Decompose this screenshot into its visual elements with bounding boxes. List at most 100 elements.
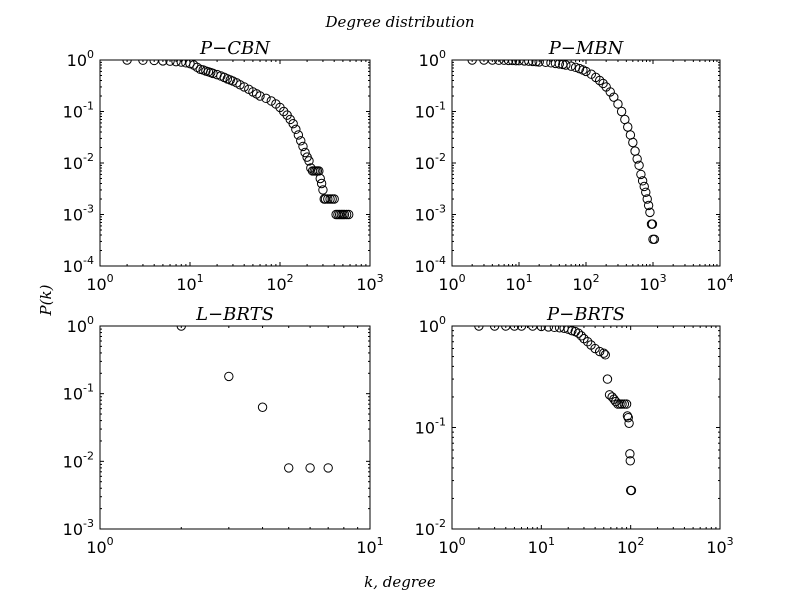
data-point: [561, 60, 571, 70]
data-point: [344, 209, 354, 220]
data-point: [637, 176, 648, 186]
y-tick-label: 100: [67, 314, 94, 336]
data-point: [165, 60, 175, 66]
y-tick-label: 100: [67, 48, 94, 70]
x-tick-label: 100: [86, 272, 113, 294]
data-point: [573, 328, 584, 338]
data-point: [296, 136, 306, 146]
suptitle: Degree distribution: [324, 13, 474, 31]
data-point: [540, 60, 551, 68]
y-tick-label: 10-2: [415, 151, 446, 173]
x-tick-label: 100: [438, 272, 465, 294]
y-tick-label: 10-1: [63, 382, 94, 404]
data-point: [224, 371, 234, 382]
axes-frame: [99, 325, 371, 530]
data-point: [534, 60, 544, 67]
data-point: [300, 147, 310, 158]
data-point: [316, 178, 327, 189]
data-point: [645, 207, 655, 218]
y-tick-label: 10-4: [415, 254, 446, 276]
data-point: [293, 130, 304, 140]
data-point: [622, 411, 633, 421]
series-points: [122, 60, 354, 220]
data-point: [554, 60, 565, 69]
data-point: [625, 456, 635, 466]
data-point: [304, 156, 314, 166]
data-point: [647, 219, 658, 229]
data-point: [649, 234, 660, 244]
data-point: [239, 82, 249, 92]
data-point: [122, 60, 132, 65]
x-axis-label: k, degree: [364, 573, 436, 591]
x-tick-label: 101: [176, 272, 203, 294]
data-point: [176, 326, 186, 331]
axes-frame: [451, 325, 721, 530]
data-point: [305, 463, 315, 473]
data-point: [639, 181, 649, 192]
data-point: [642, 194, 652, 204]
y-tick-label: 10-2: [63, 151, 94, 173]
x-tick-label: 101: [356, 535, 383, 557]
data-point: [257, 402, 268, 412]
series-points: [176, 326, 333, 473]
data-point: [279, 106, 289, 117]
chart-title: P−MBN: [548, 38, 625, 59]
data-point: [643, 200, 654, 211]
data-point: [339, 209, 350, 220]
data-point: [531, 60, 541, 67]
data-point: [323, 194, 333, 204]
data-point: [624, 418, 634, 428]
data-point: [602, 374, 613, 384]
data-point: [325, 194, 335, 204]
data-point: [628, 137, 638, 148]
x-tick-label: 101: [528, 535, 555, 557]
x-tick-label: 103: [706, 535, 733, 557]
data-point: [318, 185, 328, 195]
chart-title: L−BRTS: [195, 304, 274, 325]
data-point: [291, 124, 301, 135]
data-point: [261, 93, 271, 104]
data-point: [514, 60, 524, 66]
y-tick-label: 10-3: [63, 203, 94, 225]
data-point: [550, 60, 561, 69]
data-point: [626, 485, 637, 496]
series-points: [474, 326, 637, 496]
data-point: [306, 163, 316, 173]
y-axis-label: P(k): [37, 284, 55, 316]
data-point: [598, 78, 608, 89]
data-point: [288, 118, 298, 129]
y-tick-label: 10-3: [63, 517, 94, 539]
x-tick-label: 100: [438, 535, 465, 557]
data-point: [314, 166, 324, 176]
data-point: [621, 399, 632, 409]
data-point: [509, 326, 520, 331]
data-point: [487, 60, 498, 65]
y-tick-label: 10-1: [415, 100, 446, 122]
y-tick-label: 100: [419, 48, 446, 70]
data-point: [467, 60, 477, 65]
data-point: [329, 194, 339, 204]
data-point: [549, 326, 560, 333]
data-point: [524, 60, 534, 66]
data-point: [594, 346, 605, 357]
data-point: [474, 326, 484, 331]
panel-l-brts: L−BRTS 100 101 10-3 10-2 10-1 100: [63, 304, 384, 557]
x-tick-label: 102: [266, 272, 293, 294]
data-point: [619, 399, 630, 409]
axes-frame: [99, 59, 371, 267]
data-point: [632, 154, 642, 164]
x-tick-label: 104: [706, 272, 733, 294]
data-point: [543, 326, 554, 332]
data-point: [501, 326, 511, 331]
data-point: [599, 348, 609, 358]
series-points: [467, 60, 660, 244]
x-tick-label: 100: [86, 535, 113, 557]
y-tick-label: 10-1: [415, 416, 446, 438]
panel-p-brts: P−BRTS 100 101 102 103 10-2 10-1 100: [415, 304, 734, 557]
data-point: [284, 463, 294, 473]
data-point: [641, 187, 651, 197]
data-point: [605, 87, 615, 97]
panel-p-cbn: P−CBN 100 101 102 103 10-4 10-3 10-2 10-1 100: [63, 38, 384, 294]
y-tick-label: 10-1: [63, 100, 94, 122]
